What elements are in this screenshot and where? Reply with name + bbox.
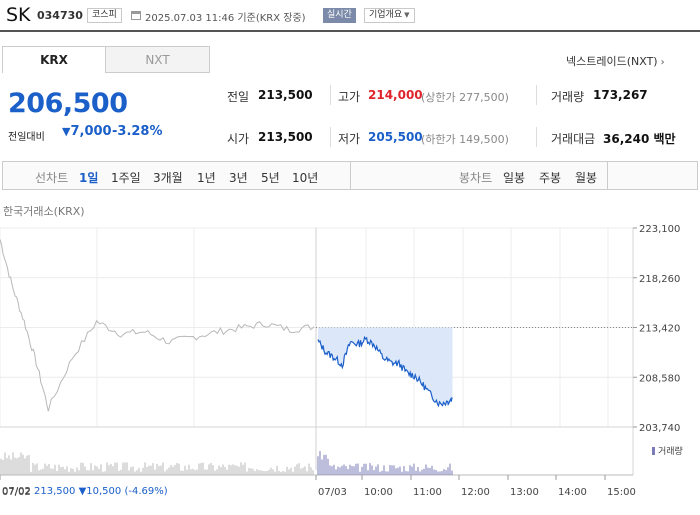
prev-day-change-percent: (-4.69%) bbox=[124, 486, 168, 497]
current-price: 206,500 bbox=[8, 88, 128, 119]
period-3y[interactable]: 3년 bbox=[229, 171, 248, 185]
divider bbox=[350, 162, 351, 190]
volume-legend: 거래량 bbox=[652, 444, 683, 457]
market-badge: 코스피 bbox=[87, 8, 122, 23]
change-label: 전일대비 bbox=[8, 132, 45, 143]
high-label: 고가 bbox=[338, 90, 361, 104]
line-chart-label: 선차트 bbox=[35, 171, 69, 185]
x-tick-label: 11:00 bbox=[413, 487, 442, 498]
period-10y[interactable]: 10년 bbox=[292, 171, 319, 185]
trading-amount-value: 36,240 백만 bbox=[603, 132, 676, 146]
y-tick-label: 218,260 bbox=[639, 274, 680, 285]
x-tick-label: 07/02 bbox=[2, 487, 31, 498]
x-tick-label: 15:00 bbox=[607, 487, 636, 498]
candle-weekly[interactable]: 주봉 bbox=[539, 171, 562, 185]
change-amount: ▼7,000 bbox=[62, 124, 112, 139]
x-tick-label: 13:00 bbox=[510, 487, 539, 498]
upper-limit: (상한가 277,500) bbox=[421, 91, 509, 104]
series-line-previous-day bbox=[0, 239, 315, 412]
volume-swatch bbox=[652, 447, 655, 455]
triangle-down-icon: ▼ bbox=[78, 486, 87, 497]
tab-nxt[interactable]: NXT bbox=[105, 46, 210, 73]
x-tick-label: 07/03 bbox=[318, 487, 347, 498]
volume-legend-label: 거래량 bbox=[658, 447, 683, 457]
price-lines bbox=[0, 239, 453, 412]
nextrade-link[interactable]: 넥스트레이드(NXT) › bbox=[566, 53, 665, 69]
low-label: 저가 bbox=[338, 132, 361, 146]
candle-monthly[interactable]: 월봉 bbox=[575, 171, 598, 185]
stock-name: SK bbox=[6, 4, 31, 26]
y-tick-label: 203,740 bbox=[639, 423, 680, 434]
company-overview-button[interactable]: 기업개요 ▼ bbox=[364, 8, 415, 23]
nextrade-link-label: 넥스트레이드(NXT) bbox=[566, 55, 658, 68]
x-tick-label: 12:00 bbox=[461, 487, 490, 498]
chart-grid bbox=[0, 227, 634, 476]
candle-daily[interactable]: 일봉 bbox=[503, 171, 526, 185]
chevron-right-icon: › bbox=[660, 57, 665, 68]
exchange-caption: 한국거래소(KRX) bbox=[3, 205, 85, 218]
realtime-button[interactable]: 실시간 bbox=[323, 8, 356, 23]
period-1y[interactable]: 1년 bbox=[197, 171, 216, 185]
candle-chart-label: 봉차트 bbox=[459, 171, 493, 185]
high-value: 214,000 bbox=[368, 88, 423, 102]
series-area-today bbox=[318, 327, 453, 406]
open-label: 시가 bbox=[227, 132, 250, 146]
series-line-today bbox=[317, 335, 453, 408]
trading-amount-label: 거래대금 bbox=[551, 132, 596, 146]
x-tick-label: 10:00 bbox=[364, 487, 393, 498]
volume-label: 거래량 bbox=[551, 90, 585, 104]
period-1d[interactable]: 1일 bbox=[79, 171, 99, 185]
volume-value: 173,267 bbox=[593, 88, 648, 102]
volume-bars bbox=[0, 451, 453, 475]
x-tick-label: 14:00 bbox=[558, 487, 587, 498]
prev-day-price: 213,500 bbox=[34, 486, 76, 497]
change-percent: -3.28% bbox=[112, 124, 163, 139]
x-axis-labels: 07/02 07/03 10:00 11:00 12:00 13:00 14:00 15:00 bbox=[0, 475, 636, 498]
period-1w[interactable]: 1주일 bbox=[111, 171, 141, 185]
lower-limit: (하한가 149,500) bbox=[421, 133, 509, 146]
stock-code: 034730 bbox=[37, 9, 83, 22]
chevron-down-icon: ▼ bbox=[404, 11, 410, 19]
divider bbox=[536, 85, 537, 105]
divider bbox=[330, 127, 331, 147]
open-value: 213,500 bbox=[258, 130, 313, 144]
company-overview-label: 기업개요 bbox=[369, 10, 403, 20]
divider bbox=[536, 127, 537, 147]
low-value: 205,500 bbox=[368, 130, 423, 144]
chart-toolbar: 선차트 1일 1주일 3개월 1년 3년 5년 10년 봉차트 일봉 주봉 월봉 bbox=[2, 161, 698, 190]
tab-krx[interactable]: KRX bbox=[2, 46, 106, 73]
stock-header bbox=[0, 0, 700, 32]
prev-close-label: 전일 bbox=[227, 90, 250, 104]
quote-timestamp: 2025.07.03 11:46 기준(KRX 장중) bbox=[145, 13, 306, 24]
calendar-icon bbox=[131, 11, 141, 20]
period-5y[interactable]: 5년 bbox=[261, 171, 280, 185]
y-tick-label: 223,100 bbox=[639, 224, 680, 235]
divider bbox=[330, 85, 331, 105]
prev-day-date: 07/02 bbox=[2, 486, 31, 497]
prev-day-change: 10,500 bbox=[86, 486, 122, 497]
prev-close-value: 213,500 bbox=[258, 88, 313, 102]
triangle-down-icon: ▼ bbox=[62, 125, 71, 138]
period-3m[interactable]: 3개월 bbox=[153, 171, 183, 185]
y-tick-label: 213,420 bbox=[639, 324, 680, 335]
prev-day-summary: 07/02 213,500 ▼10,500 (-4.69%) bbox=[2, 486, 168, 497]
y-axis-labels: 223,100 218,260 213,420 208,580 203,740 bbox=[633, 224, 680, 434]
change-amount-value: 7,000 bbox=[70, 124, 112, 139]
divider bbox=[607, 162, 608, 190]
y-tick-label: 208,580 bbox=[639, 373, 680, 384]
